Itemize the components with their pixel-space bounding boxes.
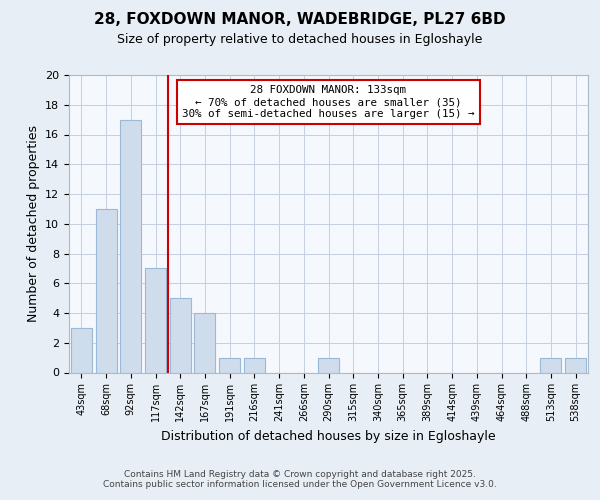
Bar [565,358,586,372]
Bar [145,268,166,372]
Bar [95,209,116,372]
X-axis label: Distribution of detached houses by size in Egloshayle: Distribution of detached houses by size … [161,430,496,443]
Bar [244,358,265,372]
Bar [120,120,141,372]
Text: 28, FOXDOWN MANOR, WADEBRIDGE, PL27 6BD: 28, FOXDOWN MANOR, WADEBRIDGE, PL27 6BD [94,12,506,28]
Bar [318,358,339,372]
Bar [170,298,191,372]
Y-axis label: Number of detached properties: Number of detached properties [26,125,40,322]
Bar [219,358,240,372]
Bar [194,313,215,372]
Text: Size of property relative to detached houses in Egloshayle: Size of property relative to detached ho… [118,32,482,46]
Bar [71,328,92,372]
Text: Contains HM Land Registry data © Crown copyright and database right 2025.
Contai: Contains HM Land Registry data © Crown c… [103,470,497,489]
Bar [541,358,562,372]
Text: 28 FOXDOWN MANOR: 133sqm
← 70% of detached houses are smaller (35)
30% of semi-d: 28 FOXDOWN MANOR: 133sqm ← 70% of detach… [182,86,475,118]
